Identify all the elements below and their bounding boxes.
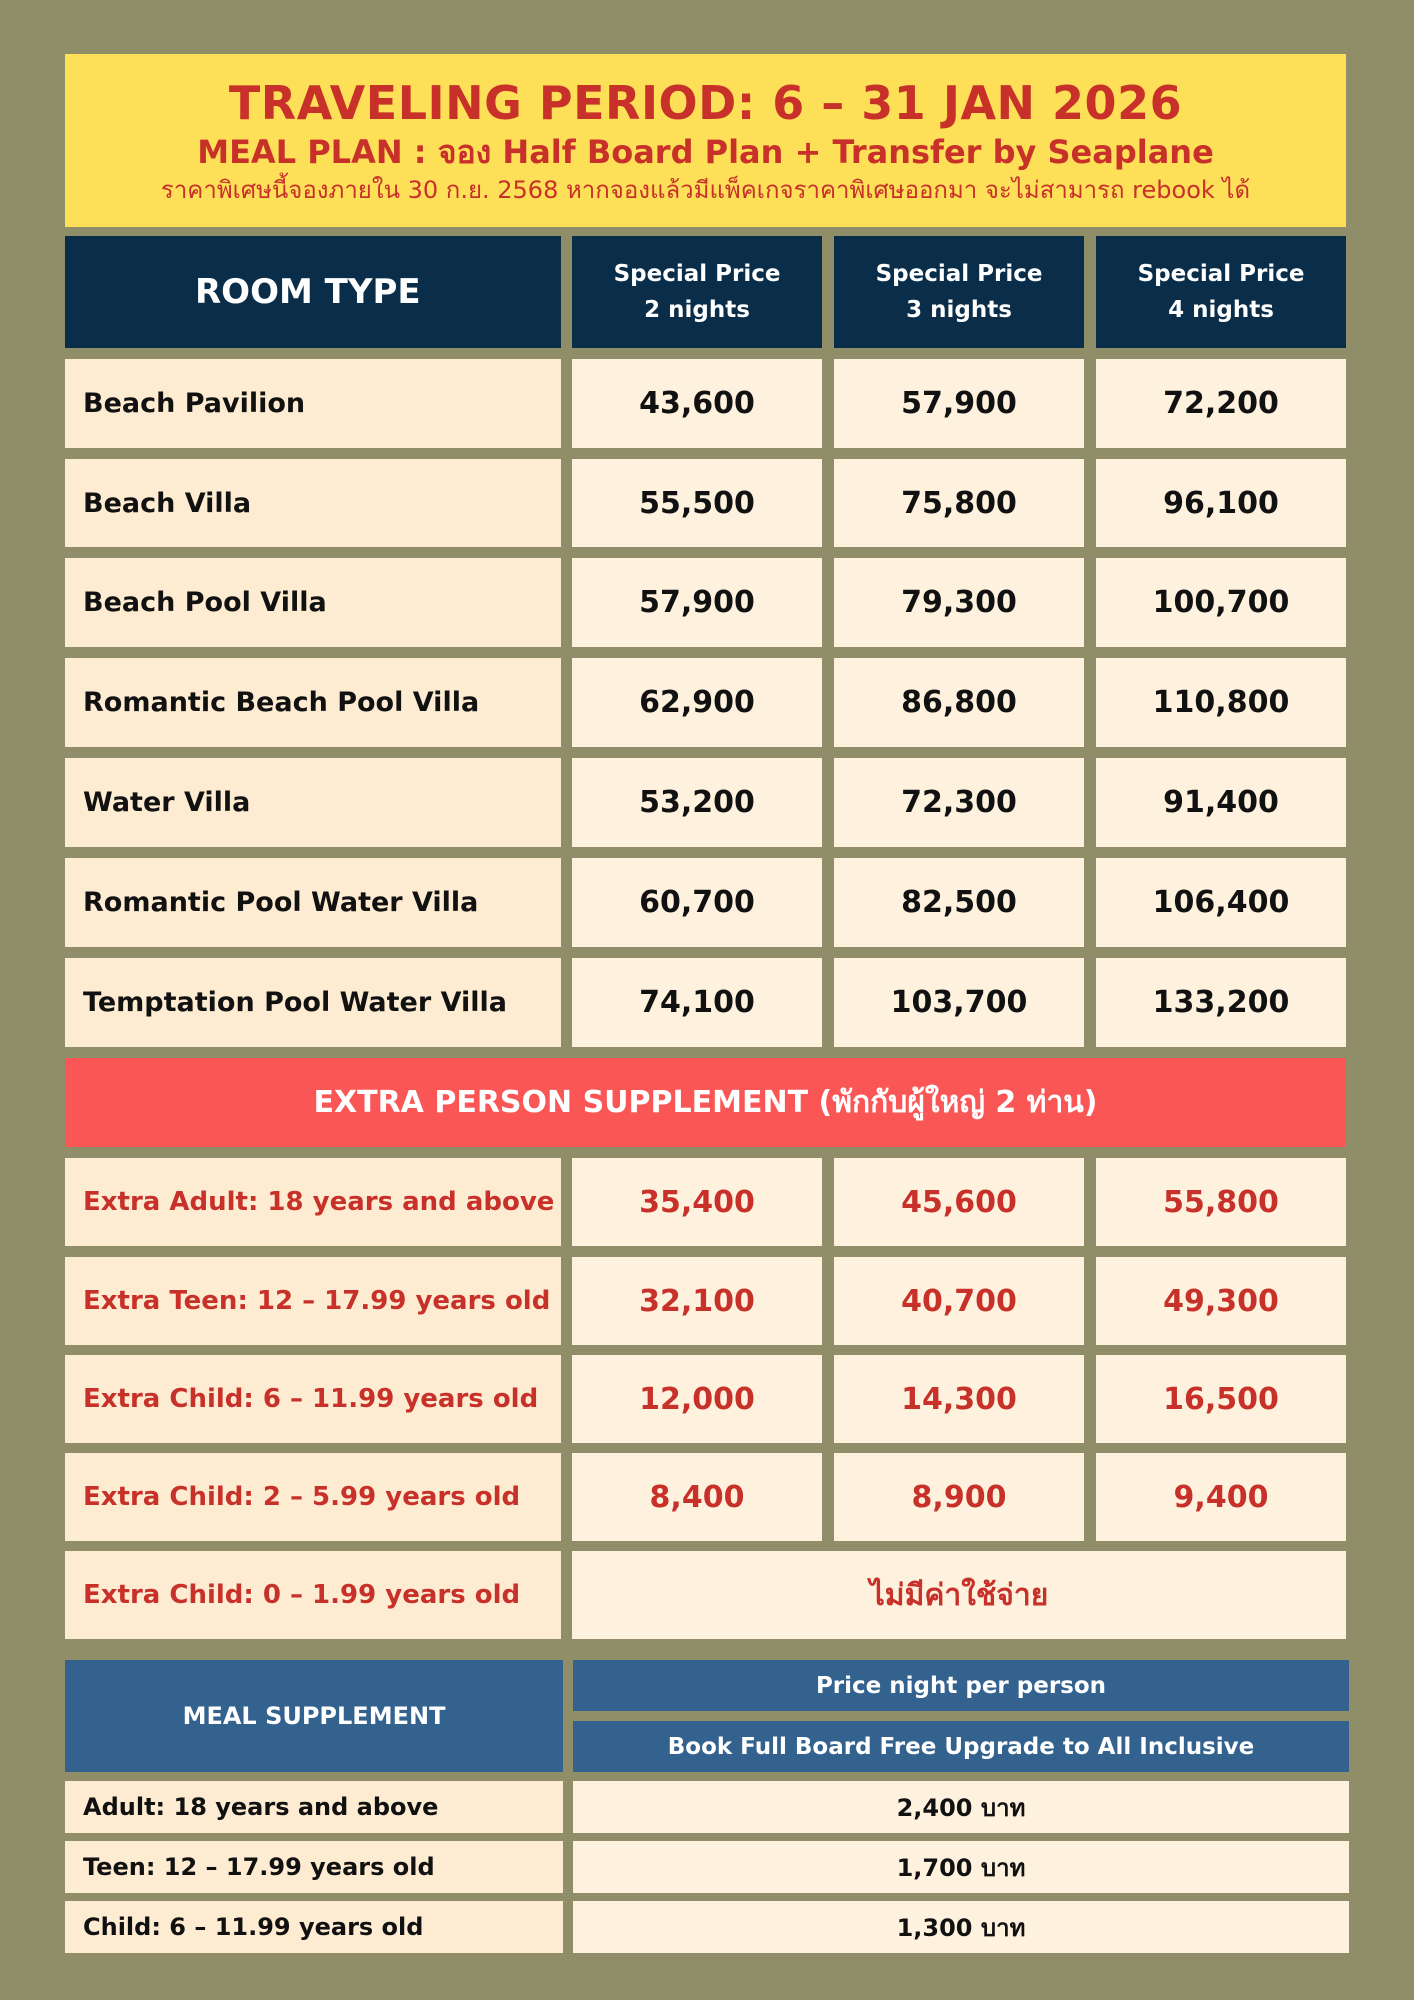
price-4-nights-cell: 133,200 <box>1096 958 1346 1047</box>
extra-price-2-nights-cell: 12,000 <box>572 1355 822 1443</box>
extra-person-name-cell: Extra Child: 6 – 11.99 years old <box>65 1355 561 1443</box>
price-4-nights-cell: 96,100 <box>1096 459 1346 547</box>
extra-price-4-nights-cell: 16,500 <box>1096 1355 1346 1443</box>
price-3-nights-cell: 79,300 <box>834 558 1084 647</box>
column-header-line1: Special Price <box>613 261 781 287</box>
room-name-cell: Beach Pool Villa <box>65 558 561 647</box>
meal-supplement-title: MEAL SUPPLEMENT <box>182 1702 446 1730</box>
room-name-cell: Temptation Pool Water Villa <box>65 958 561 1047</box>
extra-price-3-nights-cell: 8,900 <box>834 1453 1084 1541</box>
room-name-cell: Romantic Pool Water Villa <box>65 858 561 947</box>
extra-price-3-nights-cell: 40,700 <box>834 1257 1084 1345</box>
extra-person-name-cell: Extra Child: 0 – 1.99 years old <box>65 1551 561 1639</box>
price-4-nights-cell: 110,800 <box>1096 658 1346 747</box>
column-header-line2: 2 nights <box>644 297 750 323</box>
column-header-line2: 4 nights <box>1168 297 1274 323</box>
meal-price-cell: 1,300 บาท <box>573 1901 1349 1953</box>
meal-person-name-cell: Adult: 18 years and above <box>65 1781 563 1833</box>
extra-person-name-cell: Extra Adult: 18 years and above <box>65 1158 561 1246</box>
meal-supplement-header: MEAL SUPPLEMENT <box>65 1660 563 1772</box>
price-2-nights-cell: 62,900 <box>572 658 822 747</box>
price-4-nights-cell: 106,400 <box>1096 858 1346 947</box>
full-board-upgrade-header: Book Full Board Free Upgrade to All Incl… <box>573 1721 1349 1772</box>
price-2-nights-cell: 57,900 <box>572 558 822 647</box>
room-name-cell: Beach Pavilion <box>65 359 561 448</box>
price-2-nights-cell: 43,600 <box>572 359 822 448</box>
full-board-upgrade-label: Book Full Board Free Upgrade to All Incl… <box>667 1733 1255 1760</box>
price-4-nights-cell: 100,700 <box>1096 558 1346 647</box>
extra-person-supplement-title: EXTRA PERSON SUPPLEMENT (พักกับผู้ใหญ่ 2… <box>313 1085 1098 1120</box>
column-header-line1: Special Price <box>875 261 1043 287</box>
room-type-header-label: ROOM TYPE <box>195 272 421 312</box>
price-2-nights-cell: 53,200 <box>572 758 822 847</box>
price-2-nights-cell: 55,500 <box>572 459 822 547</box>
room-name-cell: Water Villa <box>65 758 561 847</box>
price-3-nights-cell: 72,300 <box>834 758 1084 847</box>
meal-plan-subtitle: MEAL PLAN : จอง Half Board Plan + Transf… <box>197 132 1214 171</box>
price-4-nights-cell: 72,200 <box>1096 359 1346 448</box>
extra-price-4-nights-cell: 9,400 <box>1096 1453 1346 1541</box>
extra-person-name-cell: Extra Child: 2 – 5.99 years old <box>65 1453 561 1541</box>
extra-price-4-nights-cell: 49,300 <box>1096 1257 1346 1345</box>
room-name-cell: Romantic Beach Pool Villa <box>65 658 561 747</box>
column-header-line2: 3 nights <box>906 297 1012 323</box>
price-3-nights-cell: 103,700 <box>834 958 1084 1047</box>
price-night-per-person-header: Price night per person <box>573 1660 1349 1711</box>
price-2-nights-cell: 74,100 <box>572 958 822 1047</box>
meal-person-name-cell: Child: 6 – 11.99 years old <box>65 1901 563 1953</box>
booking-note: ราคาพิเศษนี้จองภายใน 30 ก.ย. 2568 หากจอง… <box>160 175 1251 204</box>
price-3-nights-cell: 57,900 <box>834 359 1084 448</box>
extra-person-supplement-header: EXTRA PERSON SUPPLEMENT (พักกับผู้ใหญ่ 2… <box>65 1058 1346 1147</box>
price-night-per-person-label: Price night per person <box>815 1672 1107 1699</box>
price-3-nights-cell: 82,500 <box>834 858 1084 947</box>
extra-price-3-nights-cell: 45,600 <box>834 1158 1084 1246</box>
column-header-line1: Special Price <box>1137 261 1305 287</box>
price-3-nights-cell: 86,800 <box>834 658 1084 747</box>
extra-price-2-nights-cell: 32,100 <box>572 1257 822 1345</box>
free-of-charge-cell: ไม่มีค่าใช้จ่าย <box>572 1551 1346 1639</box>
extra-price-3-nights-cell: 14,300 <box>834 1355 1084 1443</box>
extra-price-2-nights-cell: 8,400 <box>572 1453 822 1541</box>
meal-price-cell: 2,400 บาท <box>573 1781 1349 1833</box>
header-banner: TRAVELING PERIOD: 6 – 31 JAN 2026 MEAL P… <box>65 54 1346 227</box>
column-header-2-nights: Special Price 2 nights <box>572 236 822 348</box>
meal-price-cell: 1,700 บาท <box>573 1841 1349 1893</box>
room-name-cell: Beach Villa <box>65 459 561 547</box>
extra-price-2-nights-cell: 35,400 <box>572 1158 822 1246</box>
price-4-nights-cell: 91,400 <box>1096 758 1346 847</box>
price-3-nights-cell: 75,800 <box>834 459 1084 547</box>
extra-price-4-nights-cell: 55,800 <box>1096 1158 1346 1246</box>
column-header-4-nights: Special Price 4 nights <box>1096 236 1346 348</box>
price-2-nights-cell: 60,700 <box>572 858 822 947</box>
meal-person-name-cell: Teen: 12 – 17.99 years old <box>65 1841 563 1893</box>
extra-person-name-cell: Extra Teen: 12 – 17.99 years old <box>65 1257 561 1345</box>
traveling-period-title: TRAVELING PERIOD: 6 – 31 JAN 2026 <box>228 75 1183 130</box>
column-header-3-nights: Special Price 3 nights <box>834 236 1084 348</box>
room-type-header: ROOM TYPE <box>65 236 561 348</box>
